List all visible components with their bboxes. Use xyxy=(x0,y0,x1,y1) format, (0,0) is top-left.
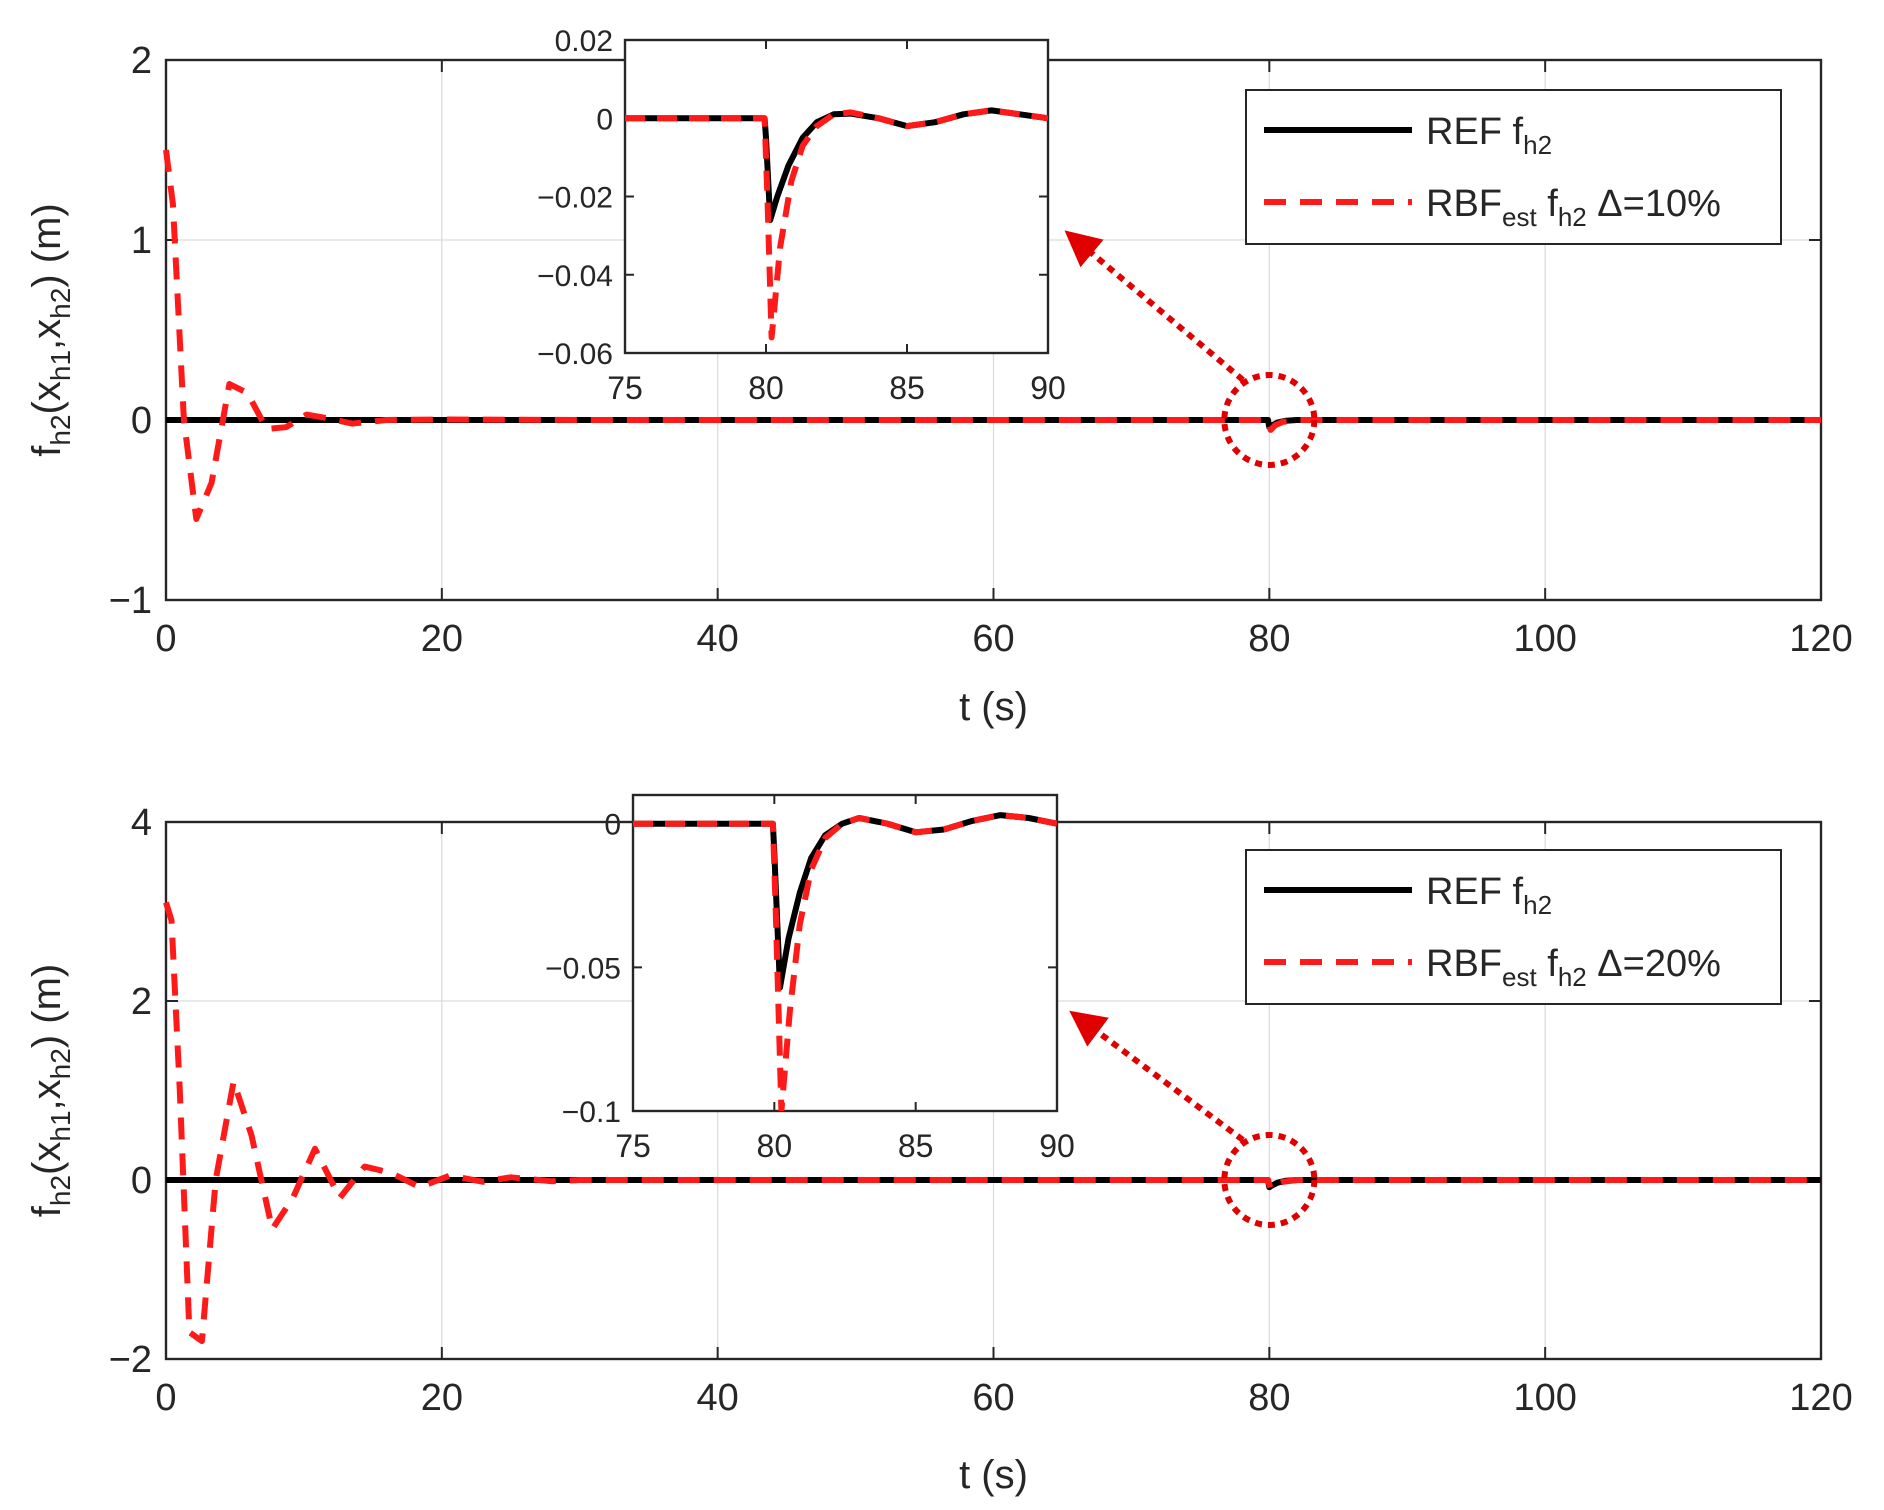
legend-text: f xyxy=(1537,183,1559,225)
inset-y-tick-label: 0 xyxy=(596,103,613,136)
zoom-arrow xyxy=(1069,1010,1245,1143)
legend-text: f xyxy=(1537,943,1559,985)
legend-text: REF f xyxy=(1426,871,1524,913)
inset-plot-area xyxy=(631,793,1059,1113)
inset-y-tick-label: 0 xyxy=(604,809,621,842)
legend-sub: h2 xyxy=(1558,962,1587,992)
legend-sub: est xyxy=(1502,202,1537,232)
y-label-sub: h2 xyxy=(45,1048,76,1079)
y-label-part: f xyxy=(25,1205,69,1217)
inset-plot-area xyxy=(623,38,1050,355)
zoom-circle xyxy=(1221,1132,1318,1228)
x-tick-label: 0 xyxy=(155,1377,176,1419)
inset-x-tick-label: 90 xyxy=(1039,1128,1075,1164)
inset-y-tick-label: −0.05 xyxy=(545,952,621,985)
y-tick-label: −1 xyxy=(109,580,152,622)
inset-y-tick-label: −0.1 xyxy=(562,1096,621,1129)
x-tick-label: 100 xyxy=(1513,1377,1576,1419)
y-tick-label: 2 xyxy=(131,40,152,82)
legend-label-rbf: RBFest fh2 Δ=10% xyxy=(1426,183,1721,232)
legend-label-rbf: RBFest fh2 Δ=20% xyxy=(1426,943,1721,992)
legend-box xyxy=(1245,849,1782,1005)
inset-x-tick-label: 75 xyxy=(607,370,643,406)
x-tick-label: 60 xyxy=(972,1377,1014,1419)
y-label-sub: h2 xyxy=(45,288,76,319)
inset-series-line xyxy=(625,107,1048,341)
legend-sub: h2 xyxy=(1558,202,1587,232)
y-tick-label: 1 xyxy=(131,220,152,262)
series-line-rbf xyxy=(163,149,1821,522)
legend-text: Δ=10% xyxy=(1587,183,1721,225)
inset: 75 80 85 90 −0.06 −0.04 −0.02 0 0.02 xyxy=(537,25,1066,406)
inset-x-tick-label: 90 xyxy=(1030,370,1066,406)
y-label-part: ) (m) xyxy=(25,203,69,287)
y-tick-label: 0 xyxy=(131,1160,152,1202)
inset-y-tick-label: −0.04 xyxy=(537,260,613,293)
x-tick-label: 60 xyxy=(972,618,1014,660)
x-tick-label: 40 xyxy=(697,1377,739,1419)
legend-text: RBF xyxy=(1426,943,1502,985)
inset-series-line xyxy=(633,812,1057,1111)
zoom-arrow xyxy=(1064,230,1245,383)
series-line-rbf xyxy=(163,901,1821,1345)
y-label-sub: h2 xyxy=(45,1175,76,1206)
x-axis-label: t (s) xyxy=(959,1453,1028,1497)
x-tick-label: 40 xyxy=(697,618,739,660)
y-tick-label: 4 xyxy=(131,802,152,844)
inset-x-tick-label: 80 xyxy=(748,370,784,406)
legend-sub: h2 xyxy=(1523,130,1552,160)
inset: 75 80 85 90 −0.1 −0.05 0 xyxy=(545,793,1075,1164)
zoom-circle xyxy=(1221,372,1318,468)
series-group xyxy=(163,149,1821,522)
y-label-sub: h2 xyxy=(45,414,76,445)
y-tick-label: −2 xyxy=(109,1339,152,1381)
inset-y-tick-label: 0.02 xyxy=(555,25,613,58)
legend-label-ref: REF fh2 xyxy=(1426,871,1552,920)
inset-series-group xyxy=(625,107,1048,341)
legend-text: Δ=20% xyxy=(1587,943,1721,985)
y-label-part: f xyxy=(25,445,69,457)
legend-box xyxy=(1245,89,1782,245)
legend-text: RBF xyxy=(1426,183,1502,225)
y-tick-label: 0 xyxy=(131,400,152,442)
legend-text: REF f xyxy=(1426,111,1524,153)
y-label-sub: h1 xyxy=(45,1110,76,1141)
y-tick-label: 2 xyxy=(131,981,152,1023)
y-label-part: (x xyxy=(25,1142,69,1175)
series-group xyxy=(163,901,1821,1345)
inset-y-tick-label: −0.02 xyxy=(537,182,613,215)
x-tick-label: 120 xyxy=(1789,618,1852,660)
inset-x-tick-label: 85 xyxy=(889,370,925,406)
x-tick-label: 80 xyxy=(1248,618,1290,660)
inset-series-group xyxy=(633,812,1057,1111)
x-tick-label: 0 xyxy=(155,618,176,660)
legend-sub: est xyxy=(1502,962,1537,992)
x-axis-label: t (s) xyxy=(959,685,1028,729)
y-label-part: ) (m) xyxy=(25,964,69,1048)
legend-label-ref: REF fh2 xyxy=(1426,111,1552,160)
inset-x-tick-label: 75 xyxy=(615,1128,651,1164)
x-tick-label: 80 xyxy=(1248,1377,1290,1419)
y-axis-label: fh2(xh1,xh2) (m) xyxy=(25,203,76,456)
y-label-sub: h1 xyxy=(45,350,76,381)
y-label-part: ,x xyxy=(25,1079,69,1110)
legend-sub: h2 xyxy=(1523,890,1552,920)
y-axis-label: fh2(xh1,xh2) (m) xyxy=(25,964,76,1217)
y-label-part: (x xyxy=(25,381,69,414)
y-label-part: ,x xyxy=(25,319,69,350)
inset-y-tick-label: −0.06 xyxy=(537,338,613,371)
x-tick-label: 20 xyxy=(421,618,463,660)
inset-x-tick-label: 80 xyxy=(757,1128,793,1164)
x-tick-label: 100 xyxy=(1513,618,1576,660)
x-tick-label: 120 xyxy=(1789,1377,1852,1419)
inset-x-tick-label: 85 xyxy=(898,1128,934,1164)
x-tick-label: 20 xyxy=(421,1377,463,1419)
